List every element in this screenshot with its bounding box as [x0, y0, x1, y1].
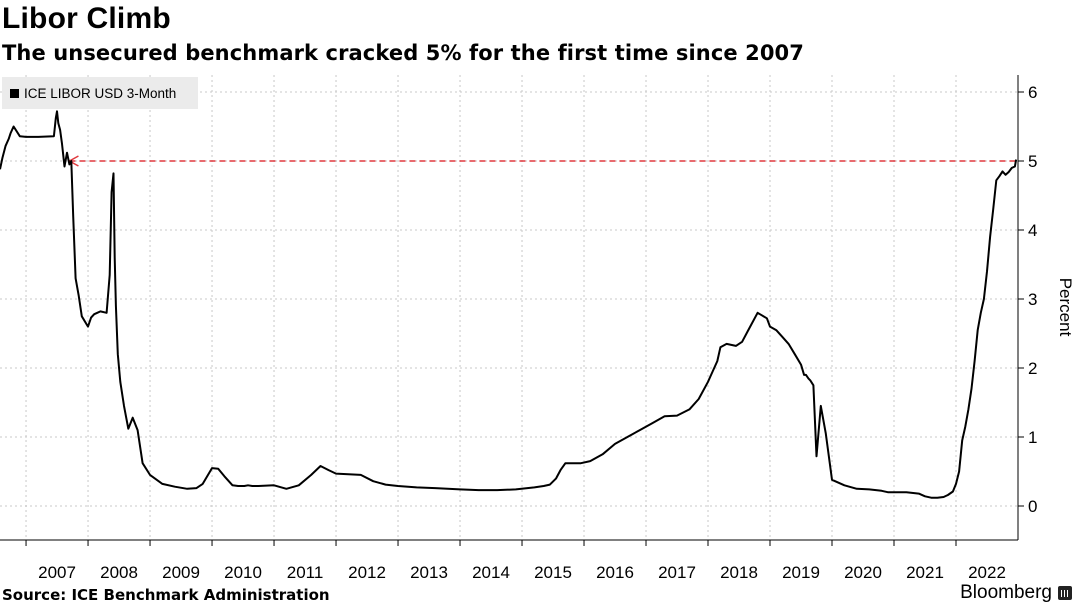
- chart-subtitle: The unsecured benchmark cracked 5% for t…: [2, 41, 804, 65]
- x-tick-label-2019: 2019: [782, 563, 820, 582]
- x-tick-label-2010: 2010: [224, 563, 262, 582]
- x-tick-label-2007: 2007: [38, 563, 76, 582]
- y-tick-label-6: 6: [1028, 83, 1037, 102]
- bloomberg-terminal-icon: [1058, 586, 1072, 600]
- x-tick-label-2015: 2015: [534, 563, 572, 582]
- y-tick-label-1: 1: [1028, 428, 1037, 447]
- x-tick-label-2020: 2020: [844, 563, 882, 582]
- y-tick-label-0: 0: [1028, 497, 1037, 516]
- brand-logo: Bloomberg: [960, 582, 1072, 604]
- y-tick-label-2: 2: [1028, 359, 1037, 378]
- x-tick-label-2012: 2012: [348, 563, 386, 582]
- x-tick-label-2018: 2018: [720, 563, 758, 582]
- x-tick-label-2017: 2017: [658, 563, 696, 582]
- y-axis-label: Percent: [1056, 278, 1075, 337]
- grid-lines: [0, 75, 1018, 540]
- y-axis-ticks: 0 1 2 3 4 5 6: [1018, 83, 1037, 516]
- x-tick-label-2013: 2013: [410, 563, 448, 582]
- source-note: Source: ICE Benchmark Administration: [2, 586, 330, 604]
- legend: ICE LIBOR USD 3-Month: [2, 77, 198, 109]
- y-tick-label-5: 5: [1028, 152, 1037, 171]
- x-tick-label-2011: 2011: [287, 563, 324, 582]
- x-tick-label-2014: 2014: [472, 563, 510, 582]
- brand-name: Bloomberg: [960, 582, 1052, 603]
- x-tick-label-2016: 2016: [596, 563, 634, 582]
- series-line-libor: [0, 110, 1018, 499]
- x-tick-label-2008: 2008: [100, 563, 138, 582]
- y-tick-label-3: 3: [1028, 290, 1037, 309]
- x-tick-label-2022: 2022: [968, 563, 1006, 582]
- x-tick-label-2009: 2009: [162, 563, 200, 582]
- legend-swatch-icon: [10, 88, 19, 98]
- chart-title: Libor Climb: [2, 2, 171, 35]
- y-tick-label-4: 4: [1028, 221, 1037, 240]
- legend-label: ICE LIBOR USD 3-Month: [24, 85, 177, 101]
- x-tick-label-2021: 2021: [906, 563, 944, 582]
- reference-line-5-percent: [67, 155, 1017, 167]
- x-axis-ticks: 2007 2008 2009 2010 2011 2012 2013 2014 2015 2016…: [0, 539, 1018, 582]
